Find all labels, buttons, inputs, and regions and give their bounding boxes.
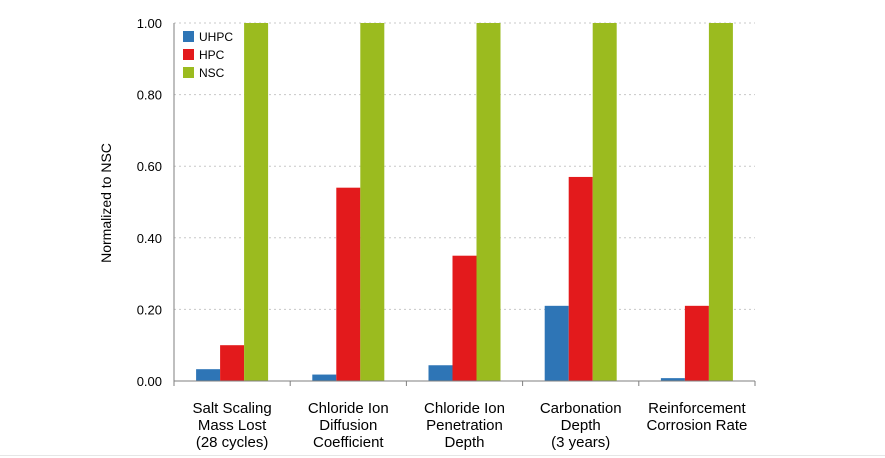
- bar-hpc: [684, 305, 709, 381]
- legend-swatch-hpc: [183, 49, 194, 60]
- category-label-line: Salt Scaling: [192, 400, 271, 417]
- y-tick-label: 0.00: [137, 374, 162, 389]
- category-label: Chloride Ion Penetration Depth: [424, 400, 505, 451]
- bar-nsc: [476, 23, 501, 381]
- category-label-line: Depth: [561, 417, 601, 434]
- bar-nsc: [360, 23, 385, 381]
- category-label-line: Mass Lost: [198, 417, 267, 434]
- legend-label-hpc: HPC: [199, 48, 225, 62]
- category-label-line: Carbonation: [540, 400, 622, 417]
- y-tick-label: 0.80: [137, 88, 162, 103]
- axes: [173, 23, 756, 386]
- category-label-line: Diffusion: [319, 417, 377, 434]
- legend: UHPC HPC NSC: [183, 30, 233, 80]
- y-tick-label: 1.00: [137, 16, 162, 31]
- category-label: Salt Scaling Mass Lost (28 cycles): [192, 400, 271, 451]
- bar-hpc: [220, 345, 245, 381]
- legend-label-nsc: NSC: [199, 66, 225, 80]
- category-label-line: Penetration: [426, 417, 503, 434]
- legend-label-uhpc: UHPC: [199, 30, 233, 44]
- category-label-line: (3 years): [551, 434, 610, 451]
- bar-nsc: [708, 23, 733, 381]
- category-label: Reinforcement Corrosion Rate: [646, 400, 747, 434]
- category-label-line: Chloride Ion: [308, 400, 389, 417]
- category-label: Chloride Ion Diffusion Coefficient: [308, 400, 389, 451]
- category-label-line: Coefficient: [313, 434, 384, 451]
- category-label-line: Depth: [444, 434, 484, 451]
- bar-nsc: [592, 23, 617, 381]
- bar-hpc: [452, 255, 477, 381]
- category-label-line: Corrosion Rate: [646, 417, 747, 434]
- bar-hpc: [568, 176, 593, 381]
- page-bottom-rule: [0, 455, 885, 456]
- y-tick-label: 0.40: [137, 231, 162, 246]
- bar-nsc: [244, 23, 269, 381]
- bar-uhpc: [196, 369, 221, 381]
- category-label-line: Chloride Ion: [424, 400, 505, 417]
- bars: [196, 23, 733, 381]
- y-axis-title: Normalized to NSC: [98, 143, 114, 263]
- bar-uhpc: [660, 378, 685, 381]
- category-label: Carbonation Depth (3 years): [540, 400, 622, 451]
- category-labels: Salt Scaling Mass Lost (28 cycles) Chloride…: [192, 400, 747, 451]
- legend-swatch-nsc: [183, 67, 194, 78]
- category-label-line: (28 cycles): [196, 434, 269, 451]
- y-tick-labels: 0.00 0.20 0.40 0.60 0.80 1.00: [137, 16, 162, 389]
- y-tick-label: 0.60: [137, 159, 162, 174]
- bar-uhpc: [544, 305, 569, 381]
- y-tick-label: 0.20: [137, 302, 162, 317]
- category-label-line: Reinforcement: [648, 400, 746, 417]
- bar-hpc: [336, 187, 361, 381]
- legend-swatch-uhpc: [183, 31, 194, 42]
- bar-uhpc: [428, 365, 453, 381]
- bar-uhpc: [312, 374, 337, 381]
